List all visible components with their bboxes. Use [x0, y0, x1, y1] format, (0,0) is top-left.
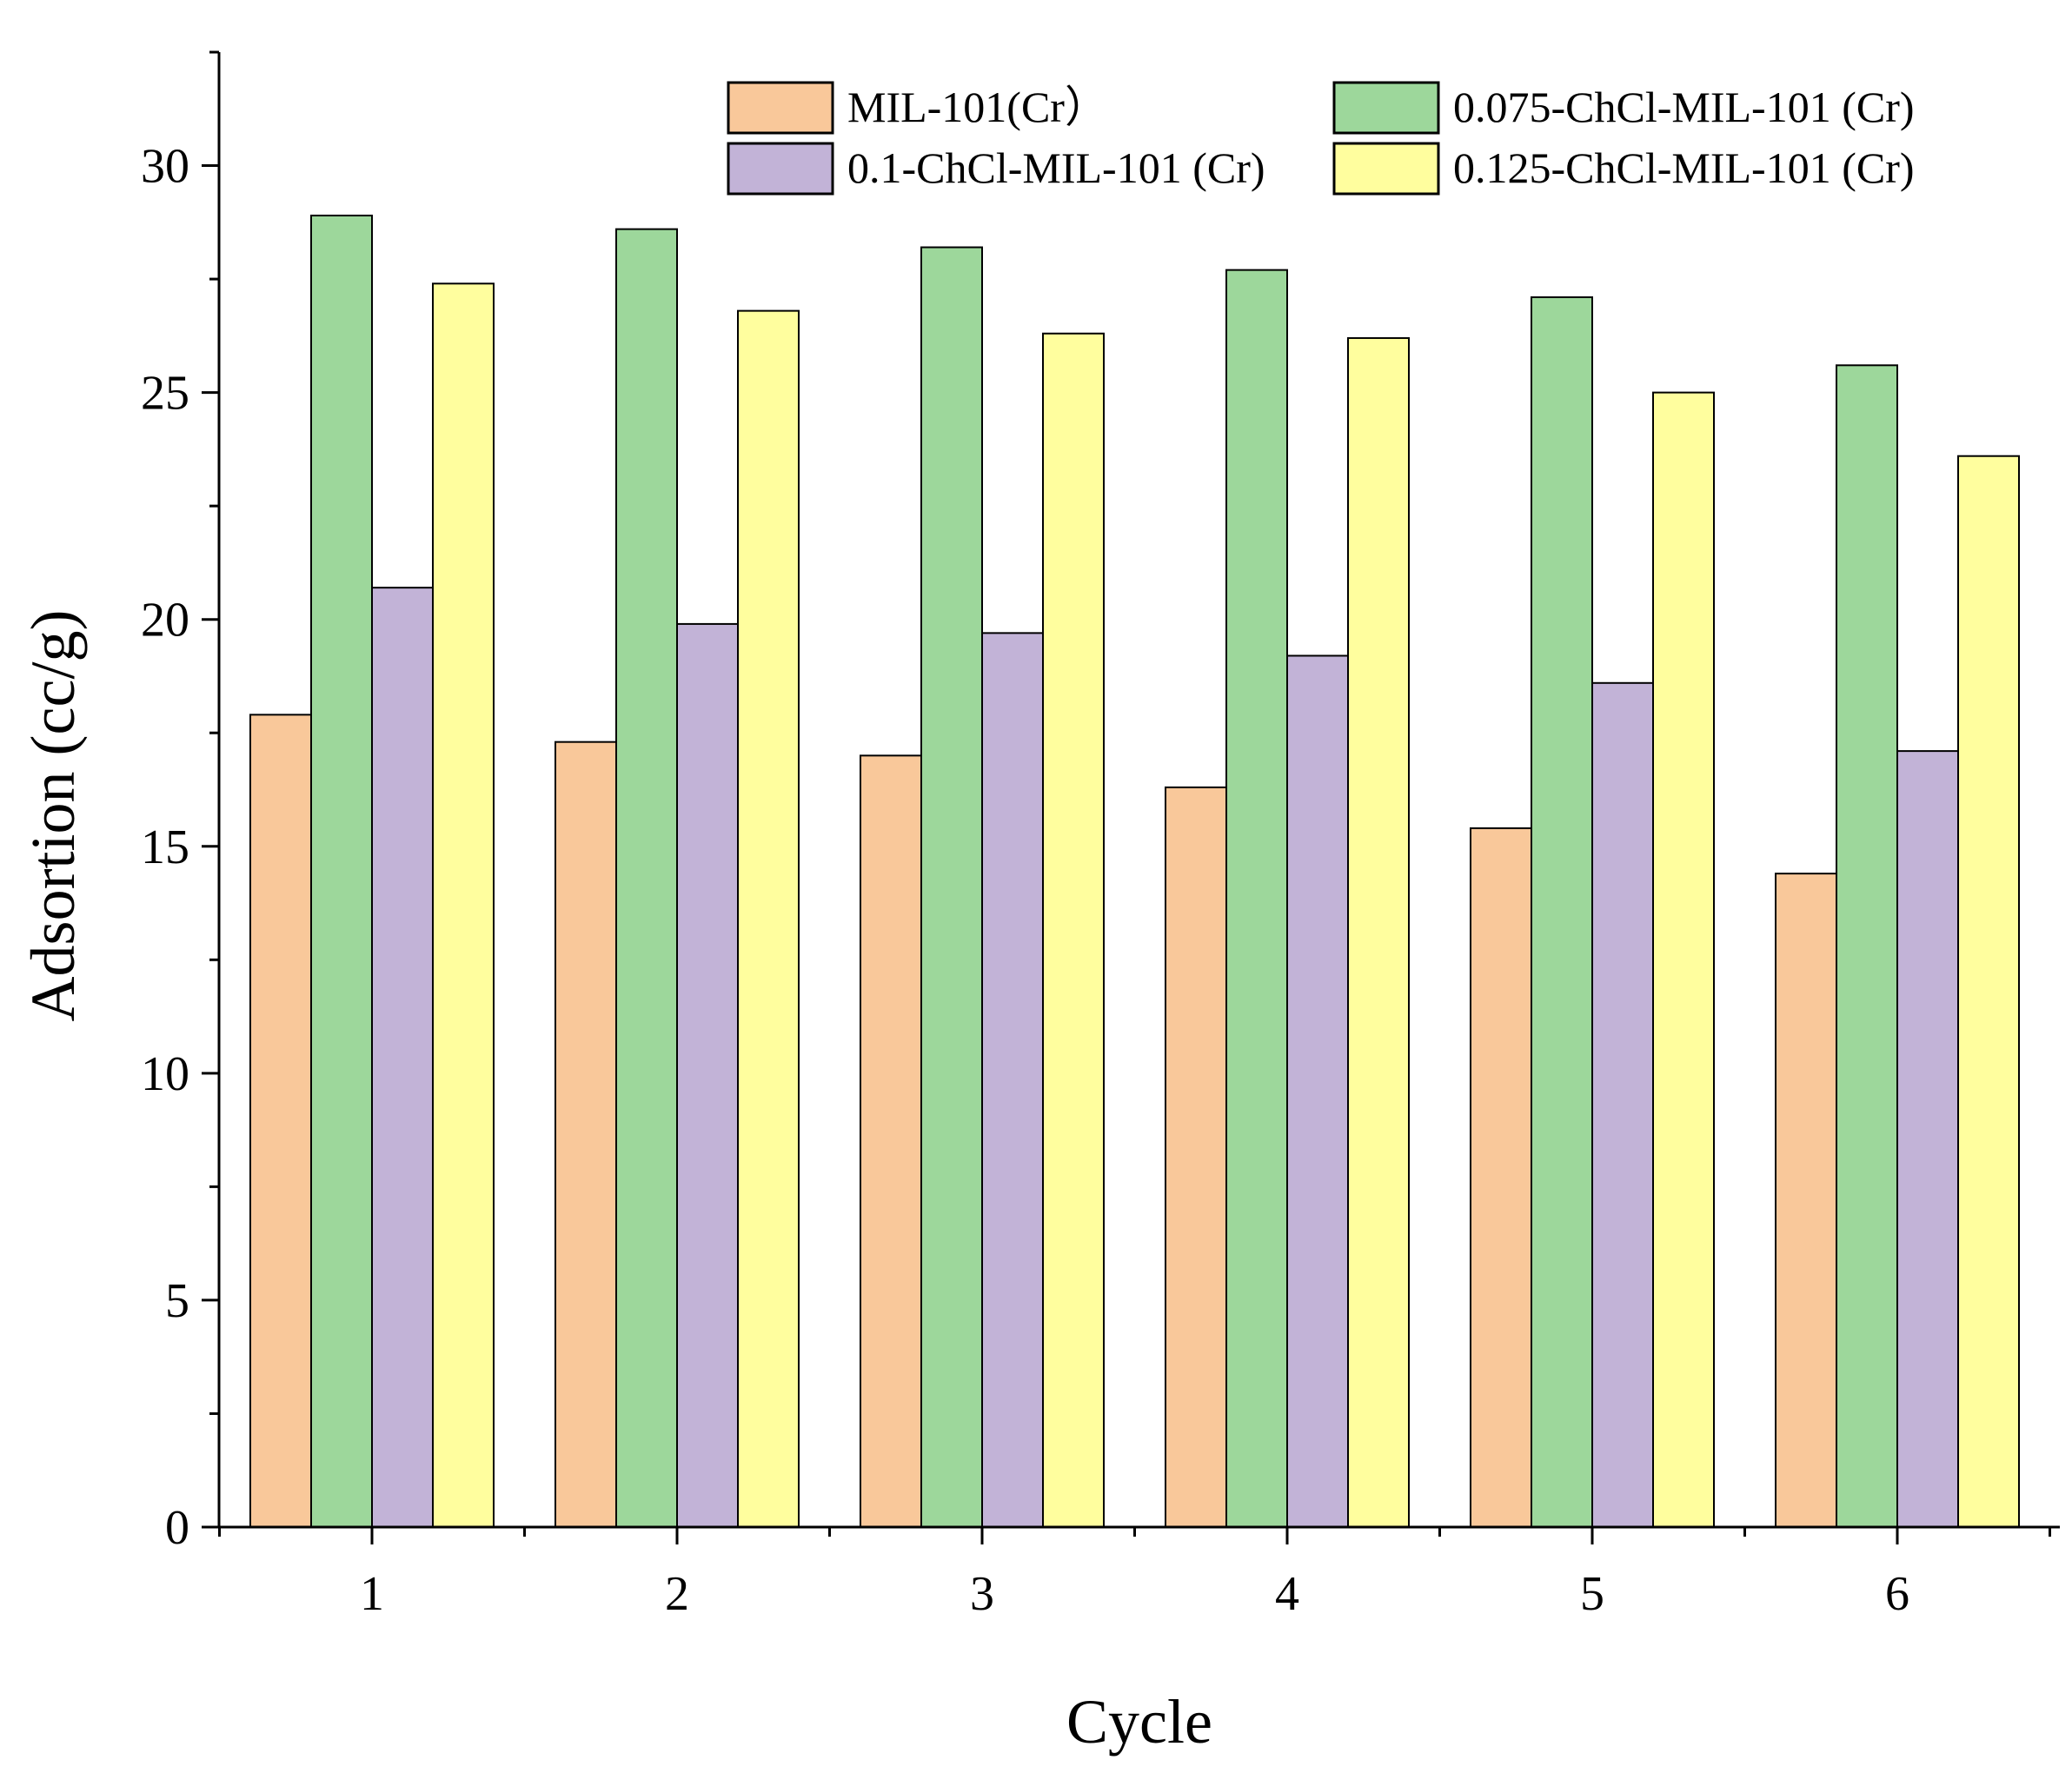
bar-series-4-cycle-1 — [432, 282, 495, 1528]
bar-series-2-cycle-5 — [1531, 296, 1593, 1528]
x-tick-label: 6 — [1885, 1567, 1909, 1621]
bar-series-1-cycle-6 — [1775, 873, 1837, 1528]
legend-label-4: 0.125-ChCl-MIL-101 (Cr) — [1453, 143, 1915, 192]
bar-series-2-cycle-4 — [1225, 269, 1288, 1529]
bar-series-3-cycle-6 — [1896, 750, 1959, 1528]
bar-series-3-cycle-3 — [981, 632, 1044, 1528]
y-tick-label: 30 — [141, 140, 189, 194]
legend-swatch-2 — [1332, 81, 1440, 135]
bar-series-3-cycle-2 — [676, 622, 739, 1528]
legend-swatch-3 — [727, 142, 834, 196]
x-axis-title: Cycle — [1066, 1687, 1212, 1757]
bar-series-2-cycle-6 — [1836, 364, 1898, 1529]
x-tick-label: 5 — [1580, 1567, 1604, 1621]
bar-series-4-cycle-2 — [737, 309, 800, 1528]
y-tick-label: 25 — [141, 367, 189, 421]
legend-label-1: MIL-101(Cr） — [847, 83, 1108, 131]
bar-series-3-cycle-1 — [371, 587, 434, 1529]
bar-series-2-cycle-3 — [920, 246, 983, 1529]
bar-series-2-cycle-1 — [310, 214, 373, 1529]
y-tick-label: 5 — [165, 1274, 189, 1328]
legend-swatch-4 — [1332, 142, 1440, 196]
bars-layer — [249, 214, 2020, 1529]
bar-series-3-cycle-4 — [1286, 654, 1349, 1528]
y-tick-label: 15 — [141, 820, 189, 874]
bar-series-4-cycle-6 — [1957, 455, 2020, 1528]
bar-series-1-cycle-5 — [1470, 827, 1532, 1528]
y-tick-label: 10 — [141, 1047, 189, 1101]
y-tick-label: 0 — [165, 1501, 189, 1555]
bar-series-4-cycle-5 — [1652, 391, 1715, 1529]
axes-layer: 0 5 10 15 20 25 30 1 2 3 4 5 6 — [141, 50, 2060, 1621]
bar-series-1-cycle-4 — [1165, 786, 1227, 1528]
bar-series-1-cycle-1 — [249, 714, 312, 1528]
bar-series-4-cycle-4 — [1347, 336, 1410, 1528]
x-tick-label: 2 — [665, 1567, 689, 1621]
y-tick-label: 20 — [141, 594, 189, 648]
legend-label-3: 0.1-ChCl-MIL-101 (Cr) — [847, 143, 1265, 192]
x-tick-label: 3 — [970, 1567, 994, 1621]
x-tick-label: 4 — [1275, 1567, 1299, 1621]
bar-series-1-cycle-3 — [860, 754, 922, 1528]
y-axis-title: Adsortion (cc/g) — [18, 610, 88, 1022]
bar-series-4-cycle-3 — [1042, 332, 1105, 1529]
bar-series-3-cycle-5 — [1591, 681, 1654, 1528]
x-tick-label: 1 — [360, 1567, 384, 1621]
legend: MIL-101(Cr） 0.075-ChCl-MIL-101 (Cr) 0.1-Ch… — [727, 81, 1915, 196]
bar-series-2-cycle-2 — [615, 228, 678, 1528]
legend-swatch-1 — [727, 81, 834, 135]
legend-label-2: 0.075-ChCl-MIL-101 (Cr) — [1453, 83, 1915, 131]
bar-series-1-cycle-2 — [555, 741, 617, 1528]
